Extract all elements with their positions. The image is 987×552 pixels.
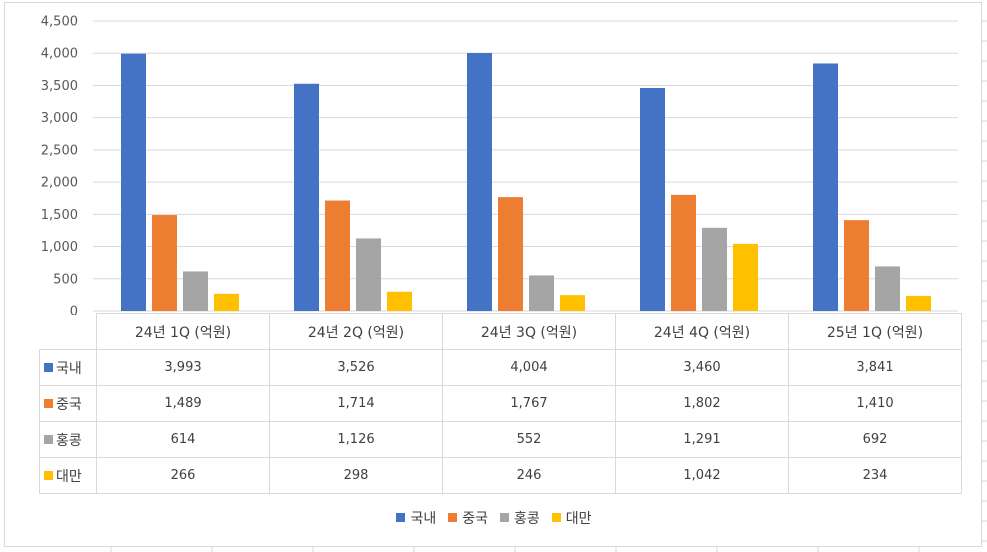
chart-area[interactable]: 0 500 1,000 1,500 2,000 2,500 3,000 3,500 4,000 4… bbox=[4, 2, 982, 547]
bar-홍콩-3[interactable] bbox=[529, 275, 554, 311]
series-swatch-icon bbox=[44, 398, 53, 408]
table-header-row: 24년 1Q (억원) 24년 2Q (억원) 24년 3Q (억원) 24년 4Q … bbox=[39, 313, 962, 350]
legend-label: 대만 bbox=[565, 511, 592, 527]
bar-중국-3[interactable] bbox=[498, 197, 523, 311]
table-cell: 3,993 bbox=[96, 349, 270, 386]
bar-대만-2[interactable] bbox=[387, 291, 412, 311]
legend-label: 국내 bbox=[410, 511, 437, 527]
bar-plot: 0 500 1,000 1,500 2,000 2,500 3,000 3,500 4,000 4… bbox=[41, 15, 958, 316]
bar-중국-1[interactable] bbox=[152, 215, 177, 311]
legend-item: 국내 bbox=[396, 508, 436, 528]
series-name: 대만 bbox=[56, 468, 82, 485]
bar-중국-2[interactable] bbox=[325, 200, 350, 311]
legend-item: 중국 bbox=[448, 508, 488, 528]
table-row: 국내 3,993 3,526 4,004 3,460 3,841 bbox=[39, 349, 962, 386]
bar-국내-1[interactable] bbox=[121, 53, 146, 311]
legend-swatch-icon bbox=[551, 513, 561, 522]
table-cell: 614 bbox=[96, 421, 270, 458]
legend-item: 홍콩 bbox=[500, 508, 540, 528]
data-table: 24년 1Q (억원) 24년 2Q (억원) 24년 3Q (억원) 24년 4Q … bbox=[39, 313, 962, 494]
bar-국내-2[interactable] bbox=[294, 83, 319, 311]
legend-item: 대만 bbox=[551, 508, 592, 528]
bar-대만-4[interactable] bbox=[733, 243, 758, 311]
series-swatch-icon bbox=[44, 434, 53, 444]
legend: 국내 중국 홍콩 대만 bbox=[5, 508, 983, 528]
y-tick-label: 4,500 bbox=[41, 15, 78, 30]
y-tick-label: 4,000 bbox=[41, 47, 78, 62]
table-cell: 692 bbox=[788, 421, 962, 458]
table-category-header: 24년 1Q (억원) bbox=[96, 313, 270, 350]
legend-swatch-icon bbox=[448, 513, 458, 522]
table-cell: 3,526 bbox=[269, 349, 443, 386]
bar-대만-1[interactable] bbox=[214, 293, 239, 311]
legend-label: 중국 bbox=[462, 511, 488, 527]
table-cell: 266 bbox=[96, 457, 270, 494]
table-corner bbox=[39, 313, 97, 350]
y-tick-label: 1,500 bbox=[41, 208, 78, 223]
y-tick-label: 500 bbox=[53, 272, 78, 287]
table-cell: 1,291 bbox=[615, 421, 789, 458]
table-series-header: 대만 bbox=[39, 457, 97, 494]
series-swatch-icon bbox=[44, 362, 53, 372]
y-tick-label: 3,000 bbox=[41, 111, 78, 126]
table-cell: 3,460 bbox=[615, 349, 789, 386]
bar-홍콩-1[interactable] bbox=[183, 271, 208, 311]
table-series-header: 홍콩 bbox=[39, 421, 97, 458]
table-cell: 246 bbox=[442, 457, 616, 494]
table-cell: 1,489 bbox=[96, 385, 270, 422]
bar-중국-5[interactable] bbox=[844, 220, 869, 311]
bar-중국-4[interactable] bbox=[671, 194, 696, 311]
table-row: 홍콩 614 1,126 552 1,291 692 bbox=[39, 421, 962, 458]
series-name: 홍콩 bbox=[56, 432, 82, 449]
y-tick-label: 2,500 bbox=[41, 143, 78, 158]
table-cell: 1,042 bbox=[615, 457, 789, 494]
table-row: 중국 1,489 1,714 1,767 1,802 1,410 bbox=[39, 385, 962, 422]
y-tick-label: 1,000 bbox=[41, 240, 78, 255]
bar-국내-4[interactable] bbox=[640, 88, 665, 312]
bar-홍콩-4[interactable] bbox=[702, 227, 727, 311]
table-cell: 4,004 bbox=[442, 349, 616, 386]
table-cell: 1,126 bbox=[269, 421, 443, 458]
table-row: 대만 266 298 246 1,042 234 bbox=[39, 457, 962, 494]
table-cell: 1,802 bbox=[615, 385, 789, 422]
table-series-header: 중국 bbox=[39, 385, 97, 422]
bars bbox=[121, 52, 931, 312]
legend-swatch-icon bbox=[396, 513, 406, 522]
y-axis-tick-labels: 0 500 1,000 1,500 2,000 2,500 3,000 3,500 4,000 4… bbox=[41, 15, 78, 316]
bar-대만-5[interactable] bbox=[906, 295, 931, 311]
table-cell: 1,410 bbox=[788, 385, 962, 422]
bar-홍콩-2[interactable] bbox=[356, 238, 381, 311]
bar-대만-3[interactable] bbox=[560, 295, 585, 311]
table-category-header: 24년 2Q (억원) bbox=[269, 313, 443, 350]
legend-swatch-icon bbox=[500, 513, 509, 522]
legend-label: 홍콩 bbox=[514, 511, 540, 527]
y-tick-label: 2,000 bbox=[41, 176, 78, 191]
bar-국내-5[interactable] bbox=[813, 63, 838, 311]
table-cell: 234 bbox=[788, 457, 962, 494]
series-name: 중국 bbox=[56, 396, 82, 413]
table-body: 국내 3,993 3,526 4,004 3,460 3,841 중국 1,489 1,714 1… bbox=[39, 349, 962, 494]
bar-국내-3[interactable] bbox=[467, 52, 492, 311]
y-tick-label: 3,500 bbox=[41, 79, 78, 94]
series-swatch-icon bbox=[44, 470, 53, 480]
table-category-header: 25년 1Q (억원) bbox=[788, 313, 962, 350]
table-cell: 1,714 bbox=[269, 385, 443, 422]
table-cell: 298 bbox=[269, 457, 443, 494]
table-series-header: 국내 bbox=[39, 349, 97, 386]
series-name: 국내 bbox=[56, 360, 82, 377]
table-category-header: 24년 3Q (억원) bbox=[442, 313, 616, 350]
y-tick-label: 0 bbox=[70, 305, 78, 316]
table-cell: 1,767 bbox=[442, 385, 616, 422]
bar-홍콩-5[interactable] bbox=[875, 266, 900, 311]
table-cell: 3,841 bbox=[788, 349, 962, 386]
table-cell: 552 bbox=[442, 421, 616, 458]
table-category-header: 24년 4Q (억원) bbox=[615, 313, 789, 350]
